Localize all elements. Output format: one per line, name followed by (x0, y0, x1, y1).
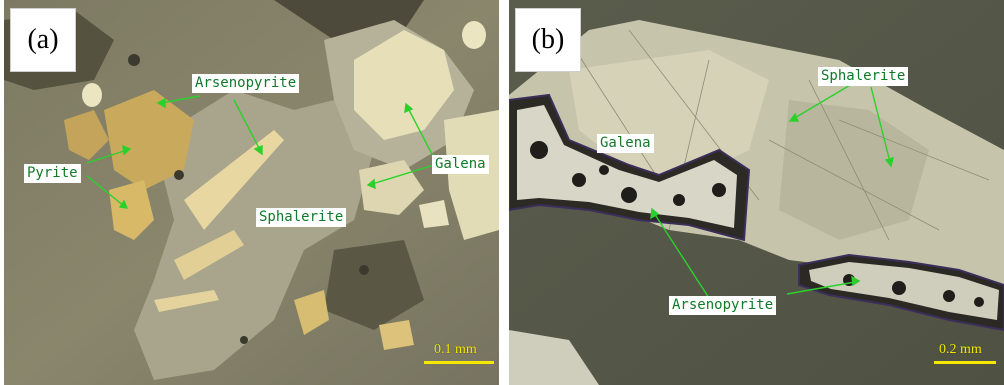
scale-label-b: 0.2 mm (939, 342, 982, 357)
label-arsenopyrite-b: Arsenopyrite (669, 296, 777, 315)
panel-b-letter: (b) (515, 8, 581, 72)
panel-a-letter: (a) (10, 8, 76, 72)
micrograph-a-image (4, 0, 499, 385)
scale-label-a: 0.1 mm (434, 342, 477, 357)
label-arsenopyrite-a: Arsenopyrite (192, 74, 300, 93)
label-galena-b: Galena (597, 134, 654, 153)
scale-bar-b (934, 361, 996, 364)
micrograph-panel-b: (b) Sphalerite Galena Arsenopyrite 0.2 m… (509, 0, 1004, 385)
label-pyrite-a: Pyrite (24, 164, 81, 183)
micrograph-panel-a: (a) Arsenopyrite Pyrite Galena Sphalerit… (4, 0, 499, 385)
micrograph-b-image (509, 0, 1004, 385)
label-galena-a: Galena (432, 155, 489, 174)
label-sphalerite-a: Sphalerite (256, 208, 347, 227)
scale-bar-a (424, 361, 494, 364)
label-sphalerite-b: Sphalerite (818, 67, 909, 86)
